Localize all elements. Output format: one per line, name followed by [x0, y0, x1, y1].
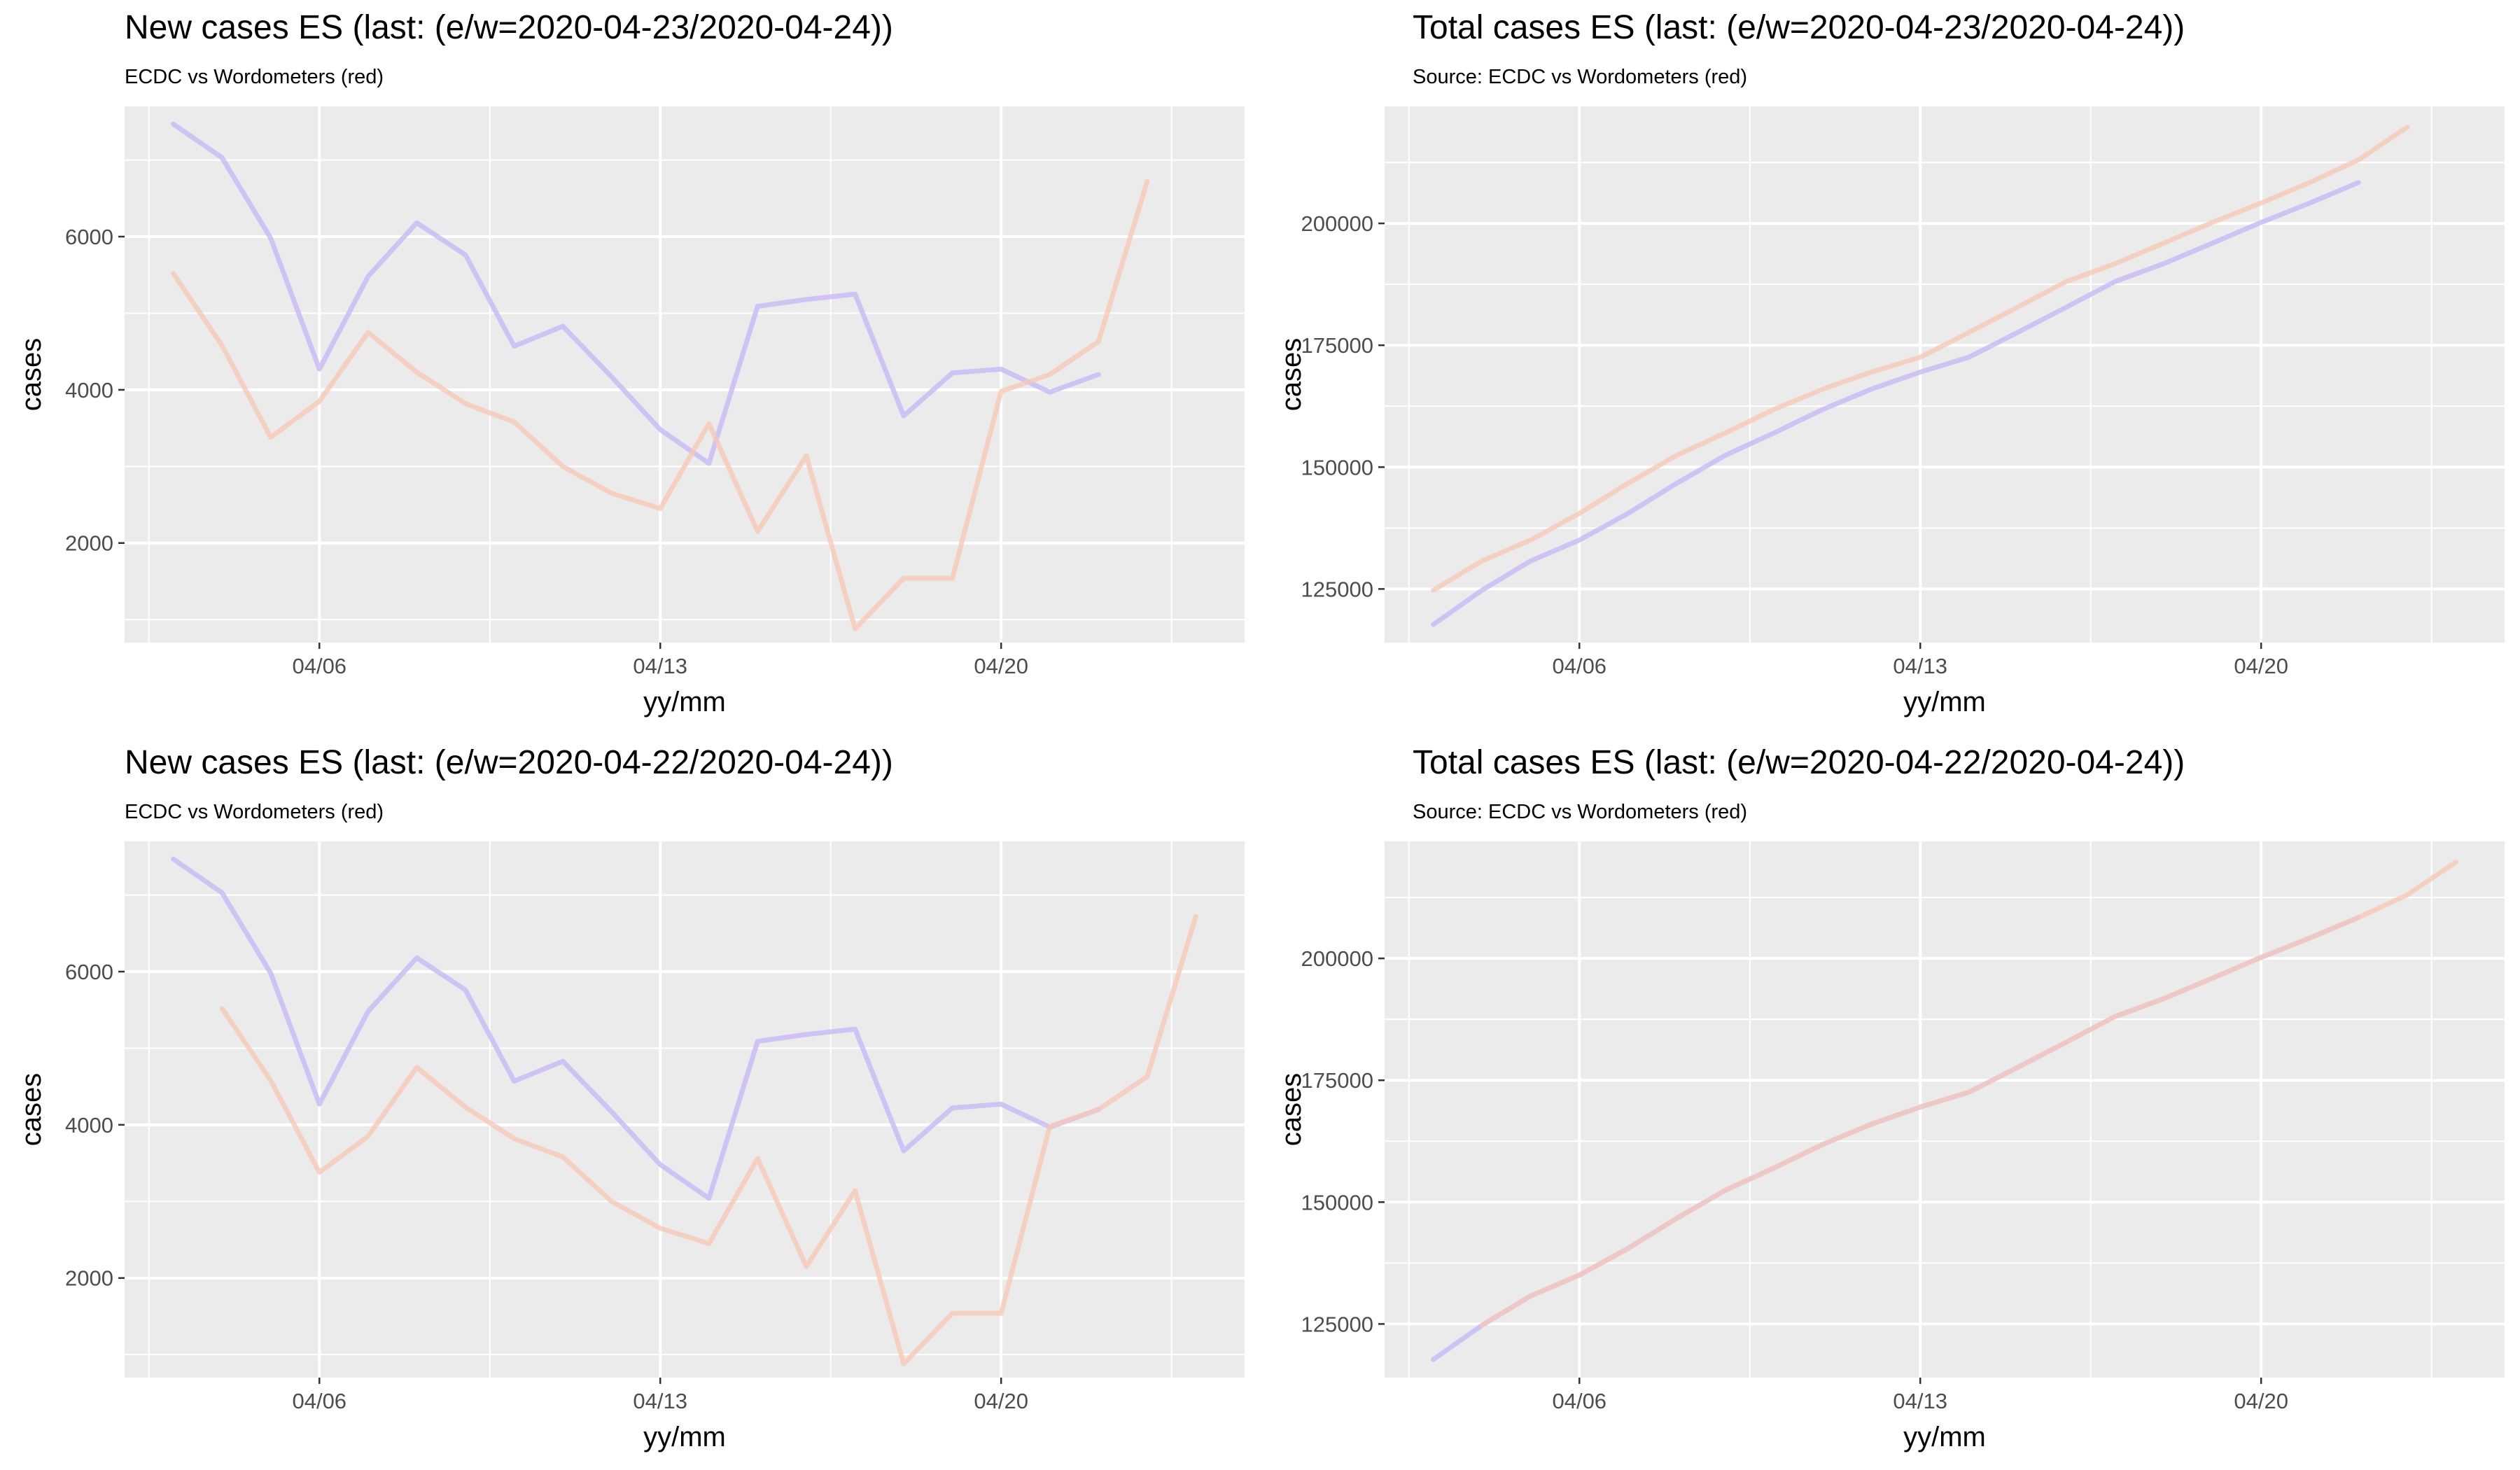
- series-line-1: [171, 121, 1101, 466]
- y-tick-label: 2000: [65, 531, 113, 556]
- chart-subtitle: ECDC vs Wordometers (red): [125, 801, 384, 823]
- y-tick-label: 6000: [65, 225, 113, 249]
- y-tick-label: 125000: [1301, 577, 1373, 601]
- y-tick-label: 4000: [65, 1113, 113, 1138]
- x-tick-label: 04/20: [2234, 654, 2288, 678]
- x-tick-label: 04/06: [1552, 1389, 1606, 1413]
- y-tick-label: 200000: [1301, 211, 1373, 236]
- y-axis-title: cases: [1276, 338, 1307, 412]
- new-cases-chart-2: 2000 4000 6000 04/06 04/13 04/20 yy/mm cases: [16, 841, 1245, 1452]
- x-tick-label: 04/06: [1552, 654, 1606, 678]
- y-tick-label: 150000: [1301, 1190, 1373, 1214]
- new-cases-chart-1: 2000 4000 6000 04/06 04/13 04/20 yy/mm cases: [16, 106, 1245, 718]
- x-axis-title: yy/mm: [1903, 687, 1986, 718]
- y-axis-title: cases: [1276, 1073, 1307, 1147]
- chart-subtitle: Source: ECDC vs Wordometers (red): [1413, 66, 1748, 88]
- y-tick-label: 2000: [65, 1266, 113, 1291]
- x-tick-label: 04/20: [2234, 1389, 2288, 1413]
- series-line-1: [171, 856, 1101, 1201]
- x-tick-label: 04/06: [292, 1389, 346, 1413]
- series-line-2: [171, 178, 1150, 631]
- series-line-1: [1431, 180, 2361, 627]
- chart-title: Total cases ES (last: (e/w=2020-04-23/20…: [1413, 9, 2185, 46]
- x-axis-title: yy/mm: [643, 687, 726, 718]
- y-axis-title: cases: [16, 338, 47, 412]
- chart-subtitle: Source: ECDC vs Wordometers (red): [1413, 801, 1748, 823]
- chart-title: Total cases ES (last: (e/w=2020-04-22/20…: [1413, 744, 2185, 781]
- x-tick-label: 04/13: [1893, 654, 1947, 678]
- plot-panel: [1385, 106, 2505, 643]
- plot-panel: [125, 106, 1245, 643]
- plot-panel: [125, 841, 1245, 1378]
- y-axis-title: cases: [16, 1073, 47, 1147]
- x-axis-title: yy/mm: [1903, 1422, 1986, 1452]
- plot-panel: [1385, 841, 2505, 1378]
- series-line-2: [1479, 860, 2458, 1328]
- y-tick-label: 175000: [1301, 333, 1373, 358]
- chart-title: New cases ES (last: (e/w=2020-04-23/2020…: [125, 9, 893, 46]
- total-cases-chart-2: 125000 150000 175000 200000 04/06 04/13 04/20 y…: [1276, 841, 2505, 1452]
- x-tick-label: 04/13: [633, 1389, 687, 1413]
- x-tick-label: 04/13: [1893, 1389, 1947, 1413]
- y-tick-label: 175000: [1301, 1068, 1373, 1093]
- y-tick-label: 4000: [65, 378, 113, 402]
- y-tick-label: 125000: [1301, 1312, 1373, 1336]
- x-tick-label: 04/20: [974, 1389, 1028, 1413]
- chart-subtitle: ECDC vs Wordometers (red): [125, 66, 384, 88]
- y-tick-label: 200000: [1301, 946, 1373, 971]
- x-tick-label: 04/06: [292, 654, 346, 678]
- x-tick-label: 04/13: [633, 654, 687, 678]
- y-tick-label: 6000: [65, 960, 113, 984]
- x-tick-label: 04/20: [974, 654, 1028, 678]
- series-line-2: [1431, 125, 2410, 593]
- chart-title: New cases ES (last: (e/w=2020-04-22/2020…: [125, 744, 893, 781]
- y-tick-label: 150000: [1301, 455, 1373, 479]
- total-cases-chart-1: 125000 150000 175000 200000 04/06 04/13 04/20 y…: [1276, 106, 2505, 718]
- series-line-2: [219, 913, 1198, 1366]
- x-axis-title: yy/mm: [643, 1422, 726, 1452]
